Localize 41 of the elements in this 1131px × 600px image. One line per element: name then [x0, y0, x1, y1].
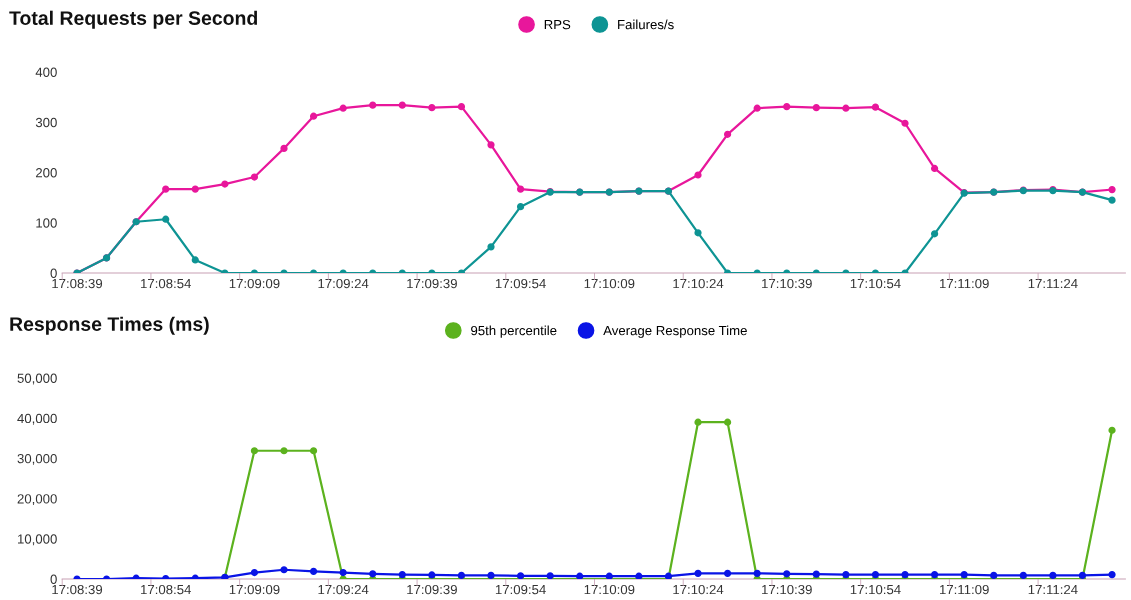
y-tick-label: 30,000 — [17, 453, 57, 465]
chart-title: Response Times (ms) — [10, 316, 209, 335]
x-tick-label: 17:10:54 — [850, 584, 901, 595]
x-tick-label: 17:08:54 — [141, 584, 192, 595]
x-tick-label: 17:09:09 — [229, 584, 280, 595]
x-tick-label: 17:10:09 — [584, 278, 635, 289]
x-tick-label: 17:11:24 — [1028, 278, 1078, 289]
x-tick-label: 17:09:24 — [318, 278, 369, 289]
y-tick-label: 0 — [50, 574, 57, 584]
x-tick-label: 17:09:54 — [495, 278, 546, 289]
x-tick-label: 17:08:39 — [52, 584, 103, 595]
legend-label: Failures/s — [618, 19, 674, 30]
legend-label: Average Response Time — [603, 325, 747, 338]
x-tick-label: 17:11:09 — [939, 278, 989, 289]
x-tick-label: 17:11:09 — [939, 584, 989, 595]
x-tick-label: 17:10:39 — [762, 278, 812, 289]
x-tick-label: 17:10:39 — [762, 584, 812, 595]
x-tick-label: 17:09:09 — [229, 278, 280, 289]
x-tick-label: 17:10:54 — [850, 278, 901, 289]
x-tick-label: 17:10:09 — [584, 584, 635, 595]
x-tick-label: 17:09:39 — [407, 278, 457, 289]
x-tick-label: 17:10:24 — [673, 584, 724, 595]
y-tick-label: 10,000 — [18, 534, 57, 546]
y-tick-label: 200 — [36, 168, 57, 178]
y-tick-label: 100 — [36, 218, 57, 228]
y-tick-label: 400 — [35, 67, 57, 77]
x-tick-label: 17:11:24 — [1028, 584, 1078, 595]
x-tick-label: 17:09:39 — [407, 584, 457, 595]
x-tick-label: 17:09:24 — [318, 584, 369, 595]
x-tick-label: 17:09:54 — [495, 584, 546, 595]
y-tick-label: 50,000 — [17, 373, 57, 385]
x-tick-label: 17:08:54 — [141, 278, 192, 289]
x-tick-label: 17:10:24 — [673, 278, 724, 289]
y-tick-label: 20,000 — [17, 494, 57, 506]
x-tick-label: 17:08:39 — [52, 278, 103, 289]
y-tick-label: 40,000 — [17, 413, 57, 425]
legend-label: RPS — [544, 19, 571, 30]
y-tick-label: 300 — [35, 117, 57, 128]
legend-label: 95th percentile — [471, 325, 557, 338]
chart-title: Total Requests per Second — [9, 10, 257, 29]
y-tick-label: 0 — [50, 268, 57, 278]
